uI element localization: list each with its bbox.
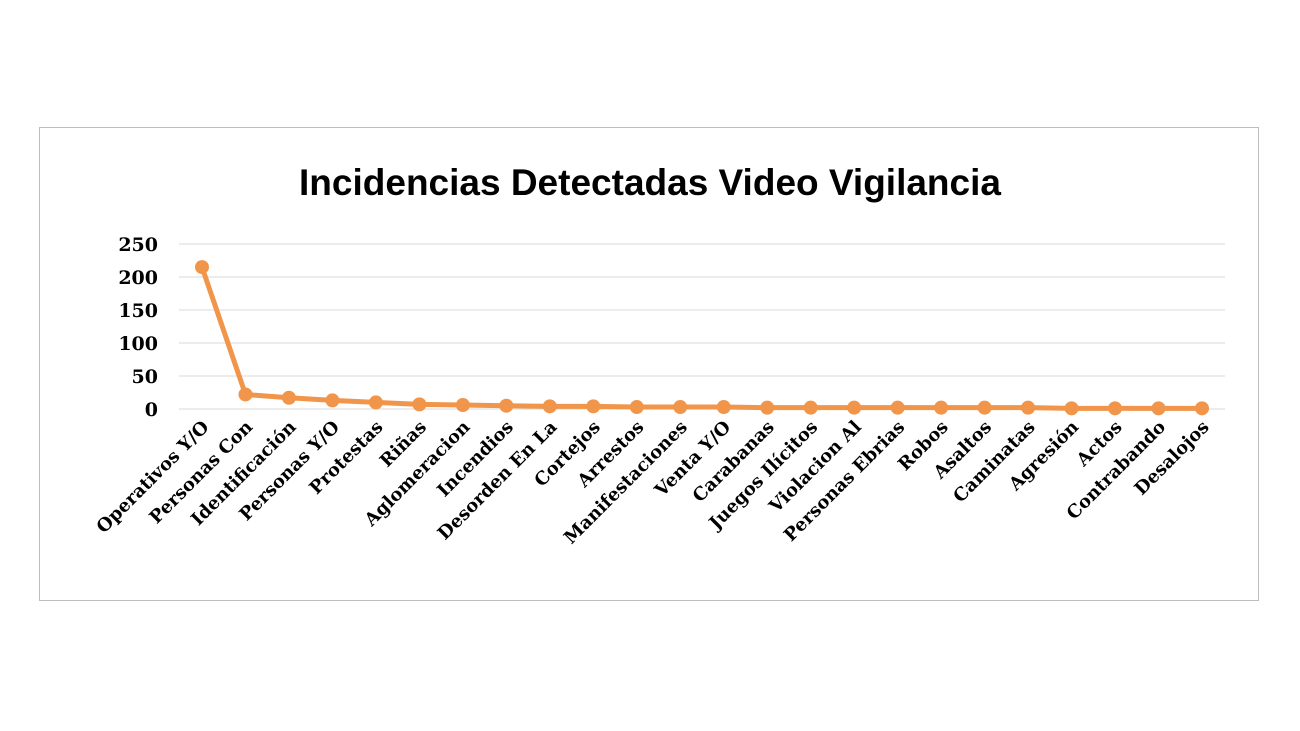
- data-point: [847, 400, 862, 415]
- data-point: [673, 400, 688, 415]
- series-line: [199, 264, 1205, 411]
- gridlines: [179, 243, 1225, 410]
- data-point: [412, 397, 427, 412]
- y-tick-label: 250: [118, 234, 158, 256]
- data-point: [934, 400, 949, 415]
- chart-frame: Incidencias Detectadas Video Vigilancia …: [39, 127, 1259, 601]
- y-axis-ticks: 0 50 100 150 200 250: [118, 234, 158, 421]
- y-tick-label: 100: [118, 333, 158, 355]
- data-point: [238, 387, 253, 402]
- y-tick-label: 150: [118, 300, 158, 322]
- data-points: [195, 260, 1209, 416]
- chart-title: Incidencias Detectadas Video Vigilancia: [299, 162, 1001, 203]
- data-point: [281, 390, 296, 405]
- series-line-group: [199, 264, 1205, 411]
- data-point: [629, 400, 644, 415]
- data-point: [977, 400, 992, 415]
- data-point: [890, 400, 905, 415]
- data-point: [368, 395, 383, 410]
- data-point: [716, 400, 731, 415]
- data-point: [195, 260, 209, 275]
- data-point: [1064, 401, 1079, 416]
- data-point: [542, 399, 557, 414]
- data-point: [586, 399, 601, 414]
- data-point: [499, 398, 514, 413]
- y-tick-label: 200: [118, 267, 158, 289]
- data-point: [1021, 400, 1036, 415]
- y-tick-label: 50: [132, 366, 158, 388]
- data-point: [1151, 401, 1166, 416]
- data-point: [760, 400, 775, 415]
- data-point: [1108, 401, 1123, 416]
- y-tick-label: 0: [145, 399, 158, 421]
- line-chart: Incidencias Detectadas Video Vigilancia …: [93, 162, 1225, 548]
- data-point: [803, 400, 818, 415]
- data-point: [1195, 401, 1209, 416]
- data-point: [455, 398, 470, 413]
- data-point: [325, 393, 340, 408]
